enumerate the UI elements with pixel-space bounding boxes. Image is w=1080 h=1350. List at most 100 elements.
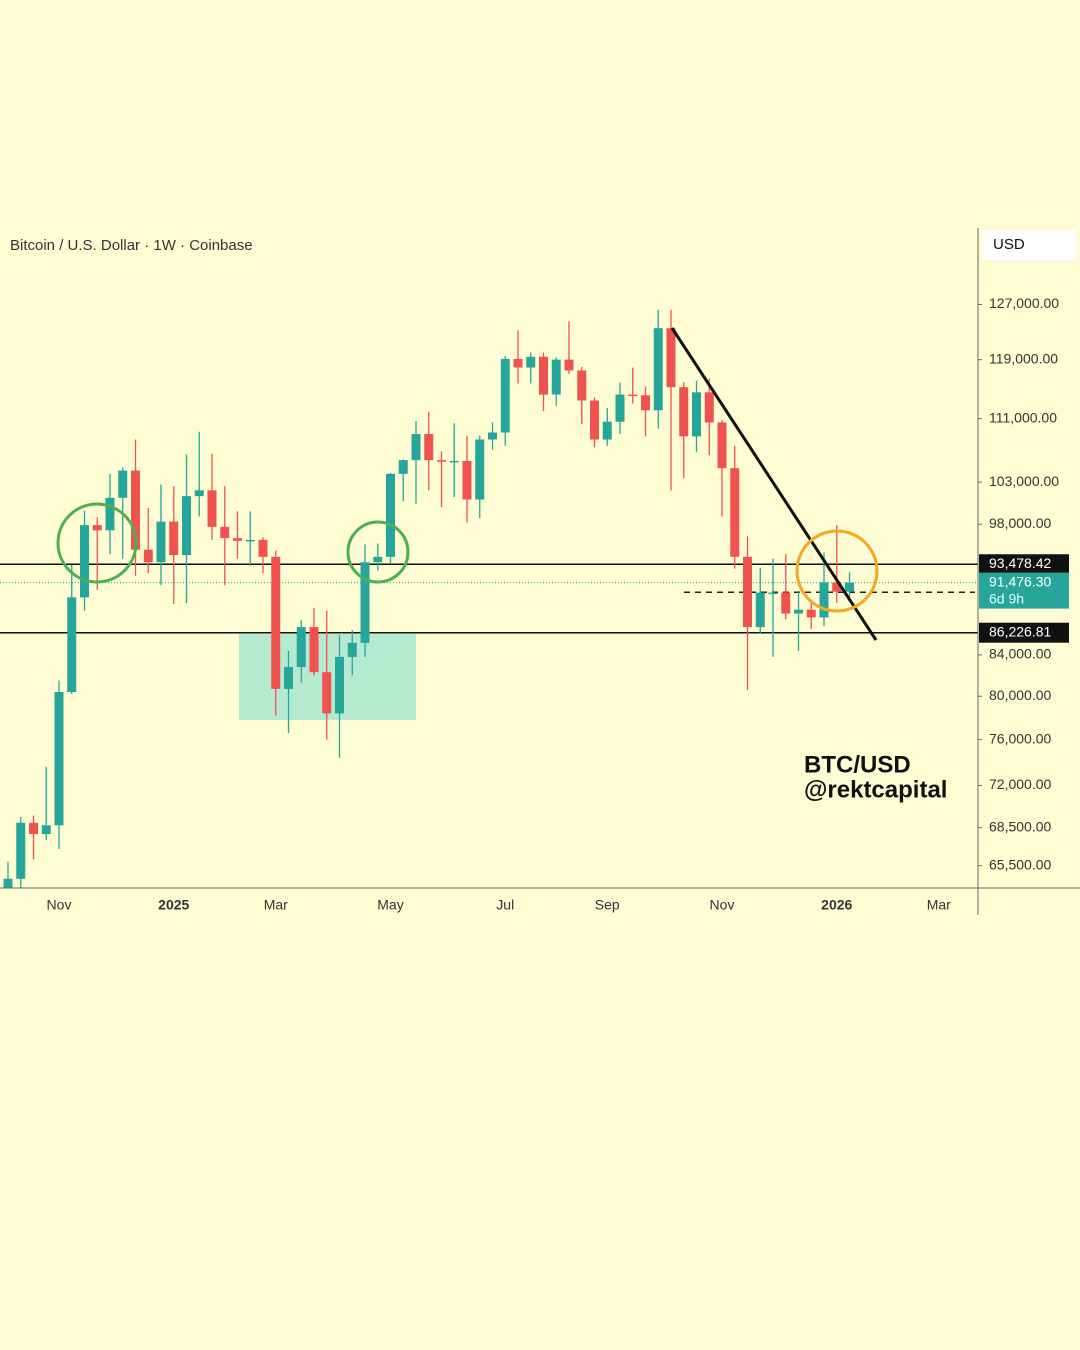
candle-body <box>80 525 89 598</box>
currency-box <box>982 230 1076 260</box>
candle-body <box>182 496 191 556</box>
candle-body <box>577 370 587 401</box>
candle-body <box>360 562 370 643</box>
y-tick-label: 65,500.00 <box>989 856 1051 872</box>
y-tick-label: 111,000.00 <box>989 409 1057 425</box>
last-price-label: 91,476.30 <box>989 573 1051 589</box>
x-tick-label: May <box>377 897 403 913</box>
candle-body <box>335 656 344 714</box>
candle-body <box>513 358 523 368</box>
candle-body <box>258 539 268 557</box>
candle-body <box>717 422 727 469</box>
candle-body <box>781 592 791 614</box>
candle-body <box>551 359 561 395</box>
candle-body <box>41 825 51 834</box>
candle-body <box>245 539 255 542</box>
candle-body <box>845 582 854 592</box>
candle-body <box>666 328 676 388</box>
candle-body <box>156 521 166 563</box>
candle-body <box>641 395 650 411</box>
watermark: BTC/USD <box>804 751 911 778</box>
y-tick-label: 127,000.00 <box>989 295 1059 311</box>
candle-body <box>131 470 140 550</box>
candle-body <box>92 525 102 531</box>
last-price-box <box>979 572 1069 609</box>
x-tick-label: Jul <box>496 897 514 913</box>
x-tick-label: 2025 <box>158 897 189 913</box>
candle-body <box>615 394 625 422</box>
chart-title: Bitcoin / U.S. Dollar · 1W · Coinbase <box>10 237 253 254</box>
y-tick-label: 76,000.00 <box>989 730 1051 746</box>
x-tick-label: Sep <box>595 897 620 913</box>
candle-body <box>704 392 714 423</box>
price-label-box <box>979 622 1069 643</box>
candle-body <box>411 434 421 461</box>
candle-body <box>602 421 612 440</box>
candle-body <box>768 592 778 595</box>
candle-body <box>105 497 115 531</box>
candle-body <box>539 356 548 395</box>
candle-body <box>590 400 599 440</box>
candle-body <box>730 468 740 557</box>
highlight-circle <box>56 502 138 584</box>
y-tick-label: 119,000.00 <box>989 350 1058 366</box>
x-tick-label: 2026 <box>821 897 852 913</box>
candle-body <box>500 358 510 433</box>
candle-body <box>296 627 306 668</box>
candle-body <box>29 822 38 834</box>
highlight-circle <box>346 520 410 584</box>
candle-body <box>143 549 153 563</box>
highlight-circle <box>795 529 879 613</box>
candle-body <box>220 526 230 539</box>
countdown-label: 6d 9h <box>989 590 1024 606</box>
candle-body <box>347 642 357 657</box>
candle-body <box>462 460 472 500</box>
candle-body <box>819 582 829 618</box>
candle-body <box>373 556 383 563</box>
candle-body <box>67 597 77 692</box>
candle-body <box>194 490 204 497</box>
candle-body <box>653 328 663 411</box>
candle-body <box>692 392 701 437</box>
price-label: 86,226.81 <box>989 623 1051 639</box>
annotations <box>56 327 879 641</box>
candle-body <box>806 609 816 618</box>
candle-body <box>755 592 765 628</box>
x-tick-label: Mar <box>264 897 288 913</box>
y-tick-label: 68,500.00 <box>989 818 1051 834</box>
candle-body <box>398 460 408 474</box>
candle-body <box>169 521 179 556</box>
trendline <box>670 327 878 641</box>
candle-body <box>475 439 485 500</box>
candle-body <box>309 627 319 673</box>
candle-body <box>437 460 446 462</box>
y-tick-label: 103,000.00 <box>989 473 1059 489</box>
levels <box>0 563 978 634</box>
y-tick-label: 72,000.00 <box>989 776 1051 792</box>
candle-body <box>794 609 803 614</box>
candle-body <box>322 672 332 714</box>
x-tick-label: Mar <box>927 897 951 913</box>
y-tick-label: 80,000.00 <box>989 687 1051 703</box>
candle-body <box>233 538 242 541</box>
candle-body <box>207 490 217 527</box>
candle-body <box>679 387 689 437</box>
candles <box>3 309 854 888</box>
watermark: @rektcapital <box>804 776 947 803</box>
candle-body <box>118 470 128 498</box>
candle-body <box>424 434 434 461</box>
candle-body <box>832 582 842 592</box>
y-tick-label: 84,000.00 <box>989 646 1051 662</box>
candle-body <box>526 356 536 368</box>
candle-body <box>271 556 281 689</box>
price-axis: 65,500.00 68,500.00 72,000.00 76,000.00 80,0… <box>978 295 1059 872</box>
candle-body <box>628 394 638 397</box>
candle-body <box>743 556 752 628</box>
currency-label: USD <box>993 236 1025 253</box>
candle-body <box>386 473 395 557</box>
candle-body <box>54 691 64 826</box>
candle-body <box>564 359 574 371</box>
candle-body <box>284 667 293 689</box>
price-label: 93,478.42 <box>989 555 1051 571</box>
